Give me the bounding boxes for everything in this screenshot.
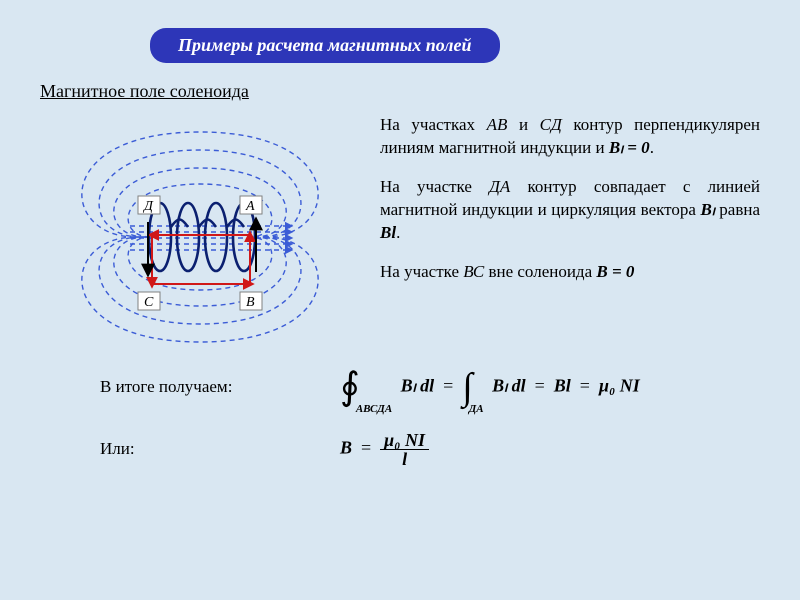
label-B: В [246,295,255,310]
final-numerator: μ₀ NI [380,431,429,450]
eq-bl: Bl [380,223,396,242]
final-equation-row: Или: B = μ₀ NI l [40,431,760,468]
label-boxes: Д А С В [138,196,262,310]
eq-b-zero: B = 0 [596,262,634,281]
result-equation: ∮АВСДА Bₗ dl = ∫ДА Bₗ dl = Bl = μ₀ NI [340,374,760,401]
eq-b-vec: Bₗ [701,200,715,219]
p3-seg: ВС [463,262,484,281]
p2-seg: ДА [489,177,510,196]
eq-bl-zero: Bₗ = 0 [609,138,650,157]
result-label: В итоге получаем: [40,377,340,397]
integral-icon: ∫ [462,374,472,401]
p1-seg2: СД [540,115,562,134]
final-B: B [340,437,352,457]
paragraph-3: На участке ВС вне соленоида B = 0 [380,261,760,284]
p1-text: На участках [380,115,487,134]
page-root: Примеры расчета магнитных полей Магнитно… [0,0,800,600]
integrand-1: Bₗ dl [401,375,435,395]
final-denominator: l [380,450,429,468]
label-A: А [245,199,255,214]
integrand-2: Bₗ dl [492,375,526,395]
label-D: Д [142,199,154,214]
solenoid-diagram: Д А С В [40,122,360,352]
section-subtitle: Магнитное поле соленоида [40,81,760,102]
axis-field-lines [130,226,290,250]
final-fraction: μ₀ NI l [380,431,429,468]
paragraph-2: На участке ДА контур совпадает с линией … [380,176,760,245]
int1-bounds: АВСДА [356,403,392,415]
text-column: На участках АВ и СД контур перпендикуляр… [370,114,760,352]
eq-bl-term: Bl [554,375,571,395]
result-equation-row: В итоге получаем: ∮АВСДА Bₗ dl = ∫ДА Bₗ … [40,374,760,401]
integral-icon: ∮ [340,374,360,401]
p1-seg1: АВ [487,115,508,134]
current-arrows [148,222,256,272]
solenoid-turns [149,203,255,271]
or-label: Или: [40,439,340,459]
eq-mu0ni: μ₀ NI [599,375,640,395]
diagram-column: Д А С В [40,114,370,352]
page-title-pill: Примеры расчета магнитных полей [150,28,500,63]
paragraph-1: На участках АВ и СД контур перпендикуляр… [380,114,760,160]
final-equation: B = μ₀ NI l [340,431,760,468]
content-row: Д А С В На участках АВ и СД контур перпе… [40,114,760,352]
int2-bounds: ДА [469,403,484,415]
label-C: С [144,295,154,310]
